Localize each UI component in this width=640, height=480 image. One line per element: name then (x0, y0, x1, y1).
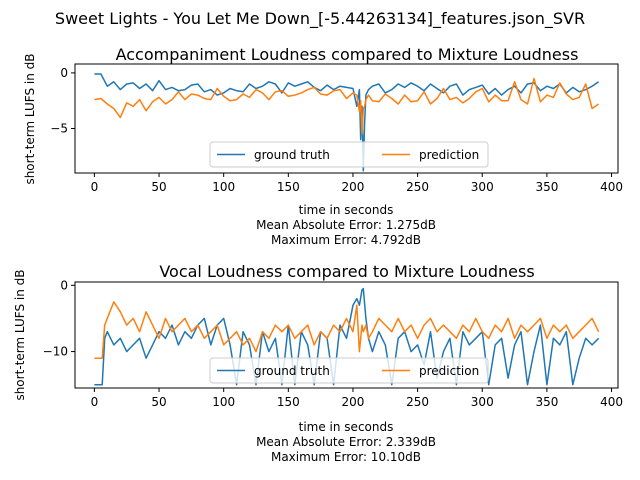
x-tick-label: 150 (277, 395, 300, 409)
x-tick-label: 50 (151, 180, 166, 194)
y-tick-label: −10 (43, 345, 68, 359)
subplot-title: Vocal Loudness compared to Mixture Loudn… (159, 262, 534, 281)
legend-label-prediction: prediction (419, 364, 479, 378)
x-axis-label: time in seconds (299, 203, 394, 217)
legend-label-prediction: prediction (419, 148, 479, 162)
legend-label-ground-truth: ground truth (254, 364, 330, 378)
x-tick-label: 0 (91, 395, 99, 409)
x-tick-label: 200 (342, 395, 365, 409)
plot-frame (74, 281, 619, 389)
plot-frame (74, 63, 619, 174)
legend-frame (209, 141, 489, 168)
x-tick-label: 50 (151, 395, 166, 409)
series-line-ground-truth (94, 73, 600, 172)
x-tick-label: 150 (277, 180, 300, 194)
x-tick-label: 300 (471, 395, 494, 409)
y-tick-label: 0 (60, 66, 68, 80)
metric-mean-error: Mean Absolute Error: 1.275dB (256, 218, 436, 232)
x-tick-label: 250 (406, 395, 429, 409)
y-axis-label: short-term LUFS in dB (13, 269, 27, 400)
accompaniment-subplot: Accompaniment Loudness compared to Mixtu… (23, 45, 623, 247)
y-tick-label: 0 (60, 278, 68, 292)
legend-frame (209, 357, 489, 384)
x-tick-label: 100 (212, 180, 235, 194)
metric-mean-error: Mean Absolute Error: 2.339dB (256, 435, 436, 449)
y-axis-label: short-term LUFS in dB (23, 53, 37, 184)
legend: ground truth prediction (209, 141, 489, 168)
x-tick-label: 0 (91, 180, 99, 194)
x-tick-label: 250 (406, 180, 429, 194)
x-axis-label: time in seconds (299, 420, 394, 434)
y-tick-label: −5 (50, 122, 68, 136)
series-line-prediction (94, 77, 600, 135)
legend-label-ground-truth: ground truth (254, 148, 330, 162)
x-tick-label: 350 (535, 395, 558, 409)
x-tick-label: 350 (535, 180, 558, 194)
x-tick-label: 300 (471, 180, 494, 194)
x-tick-label: 400 (600, 180, 623, 194)
x-tick-label: 100 (212, 395, 235, 409)
figure-title: Sweet Lights - You Let Me Down_[-5.44263… (55, 9, 585, 29)
series-line-prediction (94, 301, 600, 359)
vocal-subplot: Vocal Loudness compared to Mixture Loudn… (13, 262, 623, 464)
subplot-title: Accompaniment Loudness compared to Mixtu… (116, 45, 579, 64)
x-tick-label: 400 (600, 395, 623, 409)
series-line-ground-truth (94, 287, 600, 386)
legend: ground truth prediction (209, 357, 489, 384)
x-tick-label: 200 (342, 180, 365, 194)
metric-max-error: Maximum Error: 10.10dB (271, 450, 421, 464)
metric-max-error: Maximum Error: 4.792dB (271, 233, 421, 247)
